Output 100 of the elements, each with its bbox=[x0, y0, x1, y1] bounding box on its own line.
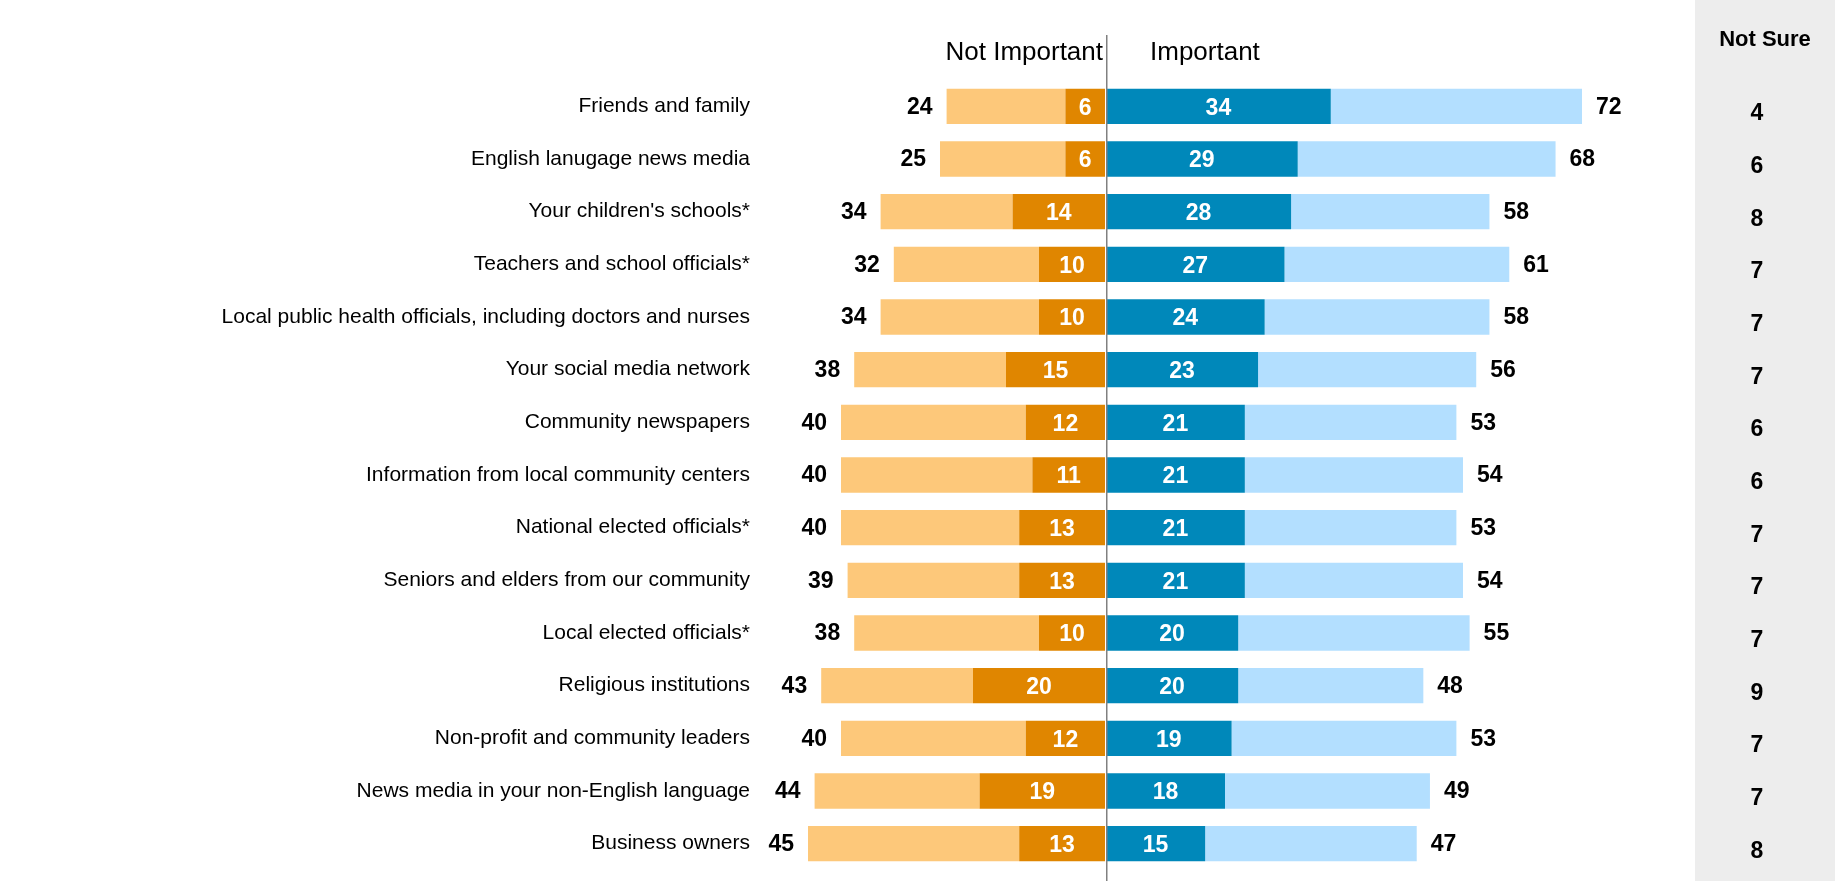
total-label: 34 bbox=[841, 198, 867, 225]
total-label: 45 bbox=[768, 830, 795, 857]
data-label: 6 bbox=[1749, 467, 1765, 495]
data-label: 8 bbox=[1749, 204, 1765, 232]
total-label: 54 bbox=[1477, 461, 1503, 488]
total-label: 68 bbox=[1569, 145, 1596, 172]
data-label: 6 bbox=[1078, 93, 1092, 120]
total-label: 38 bbox=[814, 619, 841, 646]
data-label: 7 bbox=[1749, 625, 1765, 653]
data-label: 10 bbox=[1059, 620, 1085, 647]
total-label: 54 bbox=[1477, 566, 1503, 593]
data-label: 10 bbox=[1059, 304, 1085, 331]
data-label: 11 bbox=[1056, 462, 1082, 489]
total-label: 43 bbox=[781, 672, 808, 699]
data-label: 18 bbox=[1152, 778, 1179, 805]
bar bbox=[821, 668, 973, 704]
data-label: 7 bbox=[1749, 572, 1765, 600]
data-label: 7 bbox=[1749, 309, 1765, 337]
y-tick-label: Business owners bbox=[591, 830, 750, 854]
data-label: 7 bbox=[1749, 783, 1765, 811]
y-tick-label: Friends and family bbox=[578, 93, 751, 117]
y-tick-label: Teachers and school officials* bbox=[473, 251, 750, 275]
total-label: 48 bbox=[1437, 672, 1464, 699]
data-label: 27 bbox=[1182, 251, 1209, 278]
data-label: 6 bbox=[1749, 151, 1765, 179]
data-label: 34 bbox=[1205, 93, 1232, 120]
bar bbox=[880, 194, 1013, 230]
bar bbox=[1284, 246, 1510, 282]
text: Not Sure bbox=[1718, 26, 1812, 52]
total-label: 24 bbox=[907, 92, 933, 119]
bar bbox=[854, 352, 1006, 388]
y-tick-label: Local elected officials* bbox=[542, 619, 750, 643]
data-label: 6 bbox=[1078, 146, 1092, 173]
total-label: 38 bbox=[814, 356, 841, 383]
total-label: 61 bbox=[1523, 250, 1550, 277]
y-tick-label: Non-profit and community leaders bbox=[434, 725, 750, 749]
bar bbox=[1258, 352, 1477, 388]
total-label: 58 bbox=[1503, 303, 1530, 330]
y-tick-label: Religious institutions bbox=[558, 672, 750, 696]
data-label: 21 bbox=[1162, 515, 1189, 542]
data-label: 15 bbox=[1142, 831, 1169, 858]
total-label: 34 bbox=[841, 303, 867, 330]
data-label: 20 bbox=[1026, 673, 1052, 700]
bar bbox=[1244, 562, 1463, 598]
bar bbox=[1244, 457, 1463, 493]
bar bbox=[841, 510, 1020, 546]
y-tick-label: Community newspapers bbox=[524, 409, 750, 433]
data-label: 14 bbox=[1046, 199, 1072, 226]
bar bbox=[946, 88, 1066, 124]
data-label: 6 bbox=[1749, 414, 1765, 442]
bar bbox=[893, 246, 1039, 282]
total-label: 47 bbox=[1430, 830, 1457, 857]
y-tick-label: News media in your non-English language bbox=[356, 777, 750, 801]
bar bbox=[1264, 299, 1490, 335]
data-label: 24 bbox=[1172, 304, 1199, 331]
data-label: 7 bbox=[1749, 520, 1765, 548]
total-label: 49 bbox=[1443, 777, 1470, 804]
bar bbox=[841, 720, 1026, 756]
data-label: 7 bbox=[1749, 256, 1765, 284]
data-label: 20 bbox=[1159, 620, 1185, 647]
data-label: 9 bbox=[1749, 678, 1765, 706]
bar bbox=[854, 615, 1039, 651]
bar bbox=[808, 826, 1020, 862]
data-label: 15 bbox=[1042, 357, 1069, 384]
bar bbox=[847, 562, 1020, 598]
total-label: 40 bbox=[801, 514, 827, 541]
data-label: 21 bbox=[1162, 462, 1189, 489]
bar bbox=[841, 404, 1026, 440]
total-label: 40 bbox=[801, 461, 827, 488]
y-tick-label: Seniors and elders from our community bbox=[383, 567, 751, 591]
bar bbox=[1238, 668, 1424, 704]
total-label: 25 bbox=[900, 145, 927, 172]
bar bbox=[814, 773, 980, 809]
data-label: 8 bbox=[1749, 836, 1765, 864]
bar bbox=[1205, 826, 1417, 862]
data-label: 13 bbox=[1049, 567, 1075, 594]
data-label: 13 bbox=[1049, 831, 1075, 858]
data-label: 12 bbox=[1052, 409, 1079, 436]
total-label: 53 bbox=[1470, 514, 1496, 541]
y-tick-label: National elected officials* bbox=[515, 514, 750, 538]
total-label: 56 bbox=[1490, 356, 1516, 383]
bar bbox=[1330, 88, 1582, 124]
total-label: 58 bbox=[1503, 198, 1530, 225]
data-label: 29 bbox=[1189, 146, 1215, 173]
chart-title: Not Important bbox=[945, 36, 1104, 67]
total-label: 32 bbox=[854, 250, 880, 277]
y-tick-label: Your children's schools* bbox=[528, 198, 750, 222]
data-label: 20 bbox=[1159, 673, 1185, 700]
data-label: 7 bbox=[1749, 730, 1765, 758]
bar bbox=[1238, 615, 1470, 651]
data-label: 28 bbox=[1185, 199, 1212, 226]
bar bbox=[1225, 773, 1430, 809]
data-label: 7 bbox=[1749, 362, 1765, 390]
total-label: 53 bbox=[1470, 408, 1496, 435]
bar bbox=[1065, 141, 1105, 177]
total-label: 39 bbox=[808, 566, 834, 593]
data-label: 10 bbox=[1059, 251, 1085, 278]
data-label: 21 bbox=[1162, 567, 1189, 594]
data-label: 13 bbox=[1049, 515, 1075, 542]
bar bbox=[880, 299, 1039, 335]
